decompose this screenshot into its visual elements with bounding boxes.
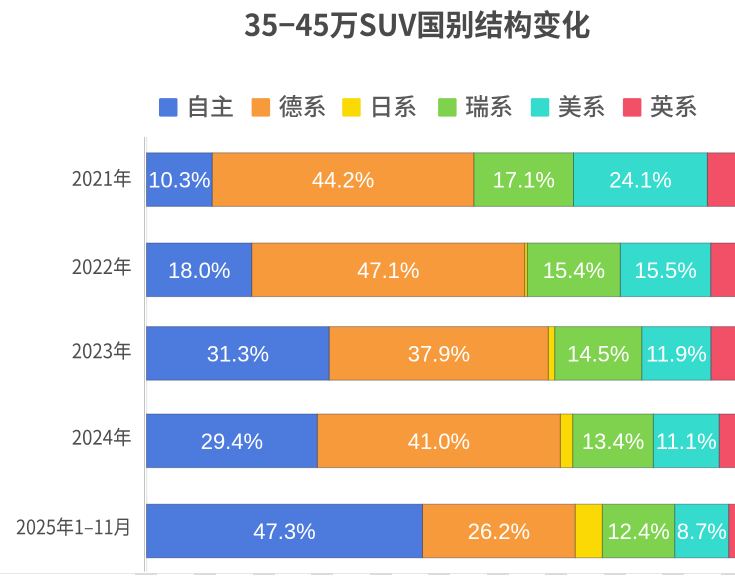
svg-text:13.4%: 13.4%	[582, 429, 644, 454]
svg-text:47.3%: 47.3%	[253, 519, 315, 544]
svg-text:10.3%: 10.3%	[148, 168, 210, 193]
svg-text:31.3%: 31.3%	[207, 341, 269, 366]
svg-text:26.2%: 26.2%	[468, 519, 530, 544]
svg-text:18.0%: 18.0%	[168, 258, 230, 283]
svg-text:17.1%: 17.1%	[493, 168, 555, 193]
svg-text:11.9%: 11.9%	[646, 341, 707, 366]
svg-text:15.4%: 15.4%	[543, 258, 605, 283]
svg-text:47.1%: 47.1%	[357, 258, 419, 283]
svg-text:37.9%: 37.9%	[408, 341, 470, 366]
svg-text:41.0%: 41.0%	[408, 429, 470, 454]
svg-text:14.5%: 14.5%	[567, 341, 629, 366]
svg-text:29.4%: 29.4%	[201, 429, 263, 454]
svg-text:8.7%: 8.7%	[677, 519, 727, 544]
svg-text:15.5%: 15.5%	[634, 258, 696, 283]
svg-text:12.4%: 12.4%	[607, 519, 669, 544]
svg-text:24.1%: 24.1%	[609, 168, 671, 193]
svg-text:44.2%: 44.2%	[312, 168, 374, 193]
svg-text:11.1%: 11.1%	[656, 429, 717, 454]
